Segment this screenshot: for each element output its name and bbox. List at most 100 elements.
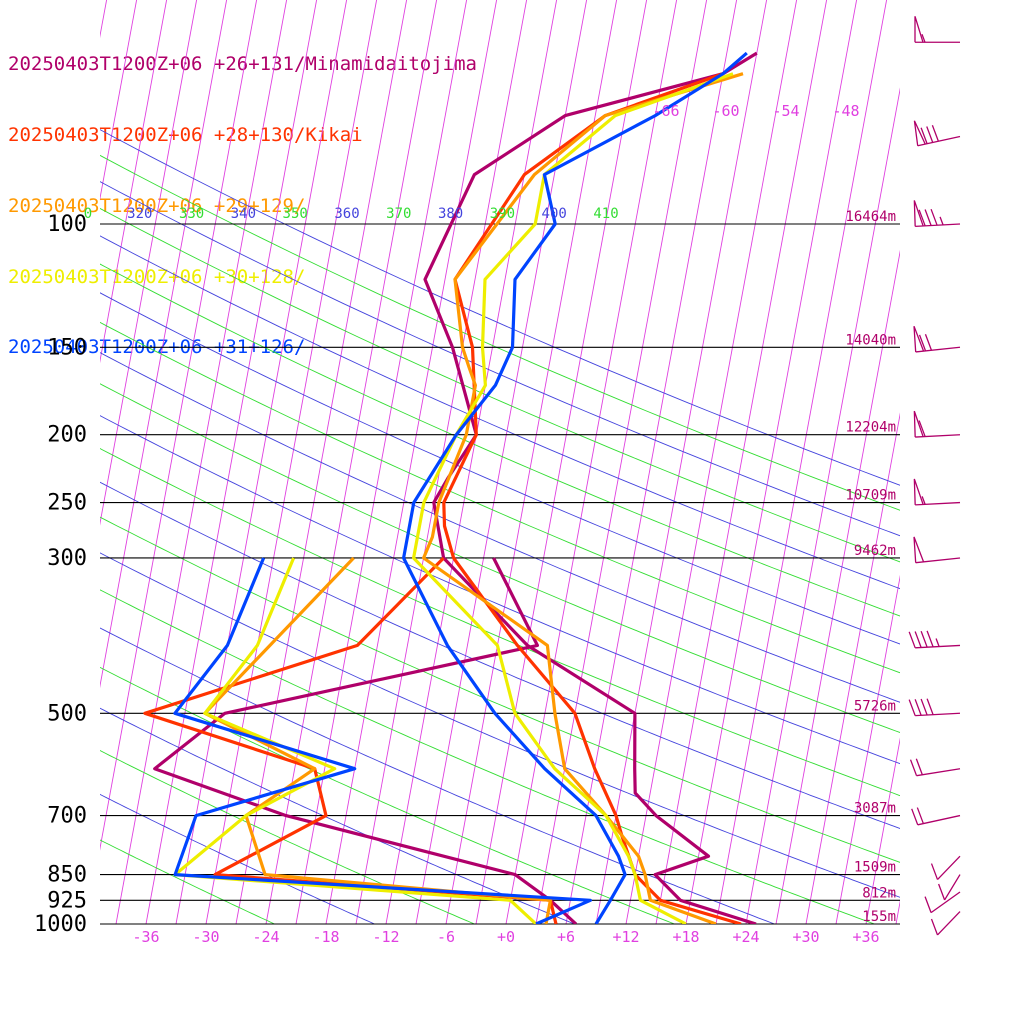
temperature-tick-+36: +36 bbox=[852, 928, 879, 946]
wind-barb-flag bbox=[913, 120, 926, 146]
wind-barb bbox=[938, 874, 961, 901]
isotherm-line bbox=[0, 0, 57, 939]
dry-adiabat-line bbox=[100, 383, 900, 734]
pressure-label-250: 250 bbox=[47, 491, 87, 516]
pressure-label-150: 150 bbox=[47, 335, 87, 360]
wind-barb bbox=[913, 325, 961, 353]
theta-label-350: 350 bbox=[283, 206, 308, 222]
isotherm-line bbox=[715, 0, 888, 924]
wind-barb-half-feather bbox=[921, 496, 926, 505]
isotherm-line bbox=[535, 0, 708, 924]
theta-label-360: 360 bbox=[334, 206, 359, 222]
isotherm-line bbox=[415, 0, 588, 924]
isotherm-line bbox=[175, 0, 348, 924]
series-5-temperature-line bbox=[402, 51, 748, 924]
isotherm-line bbox=[355, 0, 528, 924]
wind-barb-feather bbox=[924, 334, 933, 351]
wind-barbs bbox=[908, 16, 961, 936]
wind-barb bbox=[913, 120, 961, 147]
theta-label-380: 380 bbox=[438, 206, 463, 222]
isotherm-line bbox=[445, 0, 618, 924]
isotherm-line bbox=[775, 249, 900, 924]
temperature-tick--6: -6 bbox=[437, 928, 455, 946]
isotherm-line bbox=[835, 574, 900, 924]
isotherm-label--66: -66 bbox=[652, 102, 679, 120]
temperature-tick--24: -24 bbox=[252, 928, 279, 946]
wind-barb-half-feather bbox=[921, 34, 926, 43]
isotherm-line bbox=[100, 0, 108, 39]
wind-barb-feather bbox=[930, 918, 939, 936]
isotherm-line bbox=[265, 0, 438, 924]
wind-barb-shaft bbox=[915, 501, 961, 506]
isotherm-line bbox=[805, 412, 900, 924]
isotherm-label--48: -48 bbox=[832, 102, 859, 120]
wind-barb-shaft bbox=[915, 434, 961, 438]
dry-adiabat-line bbox=[100, 292, 900, 645]
wind-barb-shaft bbox=[915, 223, 961, 228]
wind-barb-feather bbox=[920, 127, 928, 144]
isobars bbox=[100, 223, 900, 925]
pressure-label-700: 700 bbox=[47, 804, 87, 829]
pressure-label-100: 100 bbox=[47, 212, 87, 237]
isotherm-label--60: -60 bbox=[712, 102, 739, 120]
temperature-tick--18: -18 bbox=[312, 928, 339, 946]
wind-barb-feather bbox=[918, 334, 927, 352]
isotherm-line bbox=[100, 0, 228, 689]
isotherm-line bbox=[865, 737, 900, 924]
theta-label-410: 410 bbox=[593, 206, 618, 222]
dry-adiabat-line bbox=[100, 707, 575, 924]
temperature-tick-+6: +6 bbox=[557, 928, 575, 946]
temperature-tick--36: -36 bbox=[132, 928, 159, 946]
wind-barb bbox=[908, 630, 961, 649]
pressure-label-200: 200 bbox=[47, 423, 87, 448]
pressure-label-1000: 1000 bbox=[34, 912, 87, 937]
wind-barb-shaft bbox=[916, 768, 961, 777]
height-label-9462m: 9462m bbox=[854, 543, 896, 559]
wind-barb-shaft bbox=[917, 814, 961, 826]
height-label-10709m: 10709m bbox=[845, 488, 896, 504]
temperature-tick--12: -12 bbox=[372, 928, 399, 946]
wind-barb-feather bbox=[926, 630, 934, 648]
series-3-temperature-line bbox=[422, 72, 744, 924]
isotherm-line bbox=[385, 0, 558, 924]
pressure-label-925: 925 bbox=[47, 888, 87, 913]
isotherm-line bbox=[625, 0, 798, 924]
isotherm-line bbox=[0, 0, 87, 939]
theta-label-370: 370 bbox=[386, 206, 411, 222]
dry-adiabat-line bbox=[100, 516, 900, 863]
wind-barb-shaft bbox=[915, 712, 961, 717]
isotherm-line bbox=[205, 0, 378, 924]
dry-adiabat-line bbox=[100, 415, 900, 765]
wind-barb-feather bbox=[911, 808, 919, 826]
wind-barb-flag bbox=[913, 410, 924, 438]
isotherm-line bbox=[655, 0, 828, 924]
wind-barb-feather bbox=[909, 759, 918, 776]
wind-barb-feather bbox=[938, 883, 946, 901]
temperature-tick-+18: +18 bbox=[672, 928, 699, 946]
wind-barb-feather bbox=[924, 209, 932, 226]
height-label-1509m: 1509m bbox=[854, 860, 896, 876]
pressure-label-500: 500 bbox=[47, 701, 87, 726]
series-5-dewpoint-line bbox=[173, 557, 592, 924]
dry-adiabat-line bbox=[100, 154, 900, 511]
wind-barb bbox=[913, 200, 961, 228]
wind-barb-flag bbox=[913, 200, 924, 227]
height-label-812m: 812m bbox=[862, 885, 896, 901]
dry-adiabat-line bbox=[100, 589, 875, 924]
isotherm-line bbox=[953, 0, 1024, 939]
wind-barb bbox=[909, 758, 961, 777]
wind-barb-feather bbox=[916, 807, 924, 824]
isotherm-line bbox=[235, 0, 408, 924]
dry-adiabat-line bbox=[100, 481, 900, 829]
series-4-dewpoint-line bbox=[173, 557, 538, 924]
theta-label-340: 340 bbox=[231, 206, 256, 222]
isotherm-line bbox=[685, 0, 858, 924]
wind-barb-feather bbox=[915, 758, 923, 775]
temperature-tick-+0: +0 bbox=[497, 928, 515, 946]
legend-entry-kikai: 20250403T1200Z+06 +28+130/Kikai bbox=[8, 123, 363, 146]
isotherm-line bbox=[565, 0, 738, 924]
dry-adiabat-line bbox=[100, 129, 900, 486]
height-label-3087m: 3087m bbox=[854, 801, 896, 817]
wind-barb bbox=[911, 807, 961, 826]
dry-adiabat-line bbox=[100, 263, 900, 617]
